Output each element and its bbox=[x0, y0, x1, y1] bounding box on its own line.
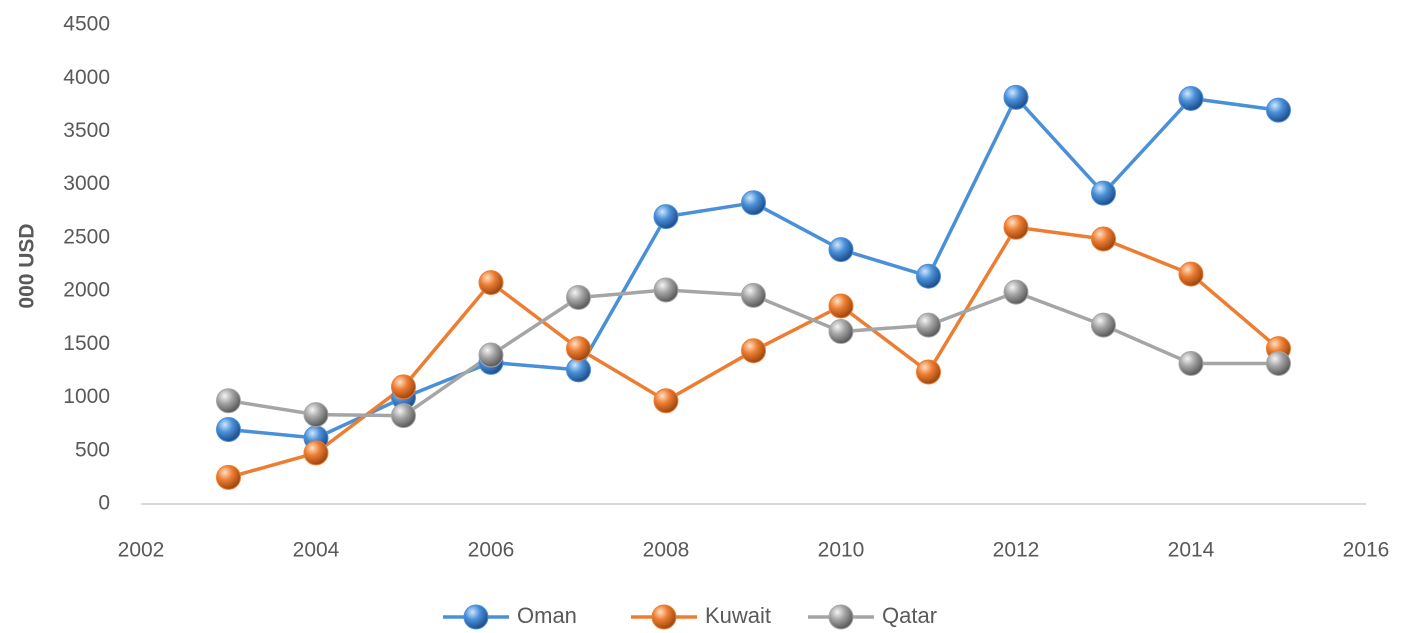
y-tick-label: 2000 bbox=[63, 279, 110, 302]
y-tick-label: 0 bbox=[98, 492, 110, 515]
data-point-oman bbox=[566, 357, 591, 383]
data-point-kuwait bbox=[1178, 261, 1204, 287]
data-point-kuwait bbox=[303, 440, 329, 466]
data-point-qatar bbox=[1091, 312, 1116, 338]
data-point-oman bbox=[828, 237, 854, 263]
data-point-qatar bbox=[828, 319, 854, 345]
data-point-kuwait bbox=[566, 336, 591, 362]
y-tick-label: 3500 bbox=[63, 119, 110, 142]
data-point-qatar bbox=[216, 388, 241, 414]
legend-label-qatar: Qatar bbox=[882, 603, 937, 628]
data-point-oman bbox=[1266, 97, 1291, 123]
y-tick-label: 2500 bbox=[63, 225, 110, 248]
data-point-qatar bbox=[478, 342, 504, 368]
data-point-kuwait bbox=[216, 464, 241, 490]
data-point-oman bbox=[741, 190, 766, 216]
legend-marker-oman bbox=[463, 604, 489, 630]
data-point-kuwait bbox=[741, 338, 766, 364]
data-point-kuwait bbox=[653, 388, 679, 414]
data-point-qatar bbox=[1003, 279, 1029, 305]
data-point-qatar bbox=[303, 402, 329, 428]
data-point-oman bbox=[1091, 180, 1116, 206]
data-point-qatar bbox=[566, 284, 591, 310]
y-tick-label: 500 bbox=[75, 438, 110, 461]
data-point-kuwait bbox=[1003, 214, 1029, 240]
data-point-qatar bbox=[1178, 350, 1204, 376]
y-tick-label: 1500 bbox=[63, 332, 110, 355]
data-point-oman bbox=[1178, 85, 1204, 111]
data-point-qatar bbox=[653, 277, 679, 303]
x-tick-label: 2016 bbox=[1343, 539, 1390, 562]
x-tick-label: 2010 bbox=[818, 539, 865, 562]
data-point-kuwait bbox=[478, 270, 504, 296]
data-point-kuwait bbox=[1091, 226, 1116, 252]
data-point-oman bbox=[216, 416, 241, 442]
data-point-qatar bbox=[741, 282, 766, 308]
legend-label-oman: Oman bbox=[517, 603, 577, 628]
y-tick-label: 1000 bbox=[63, 385, 110, 408]
data-point-kuwait bbox=[916, 359, 941, 385]
data-point-oman bbox=[916, 263, 941, 289]
x-tick-label: 2006 bbox=[468, 539, 515, 562]
x-tick-label: 2014 bbox=[1168, 539, 1215, 562]
y-axis-title: 000 USD bbox=[16, 223, 39, 308]
data-point-kuwait bbox=[391, 374, 416, 400]
data-point-oman bbox=[1003, 84, 1029, 110]
data-point-qatar bbox=[1266, 350, 1291, 376]
data-point-qatar bbox=[391, 403, 416, 429]
legend: Oman Kuwait Qatar bbox=[443, 603, 937, 630]
legend-marker-kuwait bbox=[651, 604, 677, 630]
x-tick-label: 2008 bbox=[643, 539, 690, 562]
data-point-oman bbox=[653, 204, 679, 230]
legend-label-kuwait: Kuwait bbox=[705, 603, 771, 628]
x-tick-label: 2002 bbox=[118, 539, 165, 562]
data-point-kuwait bbox=[828, 293, 854, 319]
x-tick-label: 2012 bbox=[993, 539, 1040, 562]
data-point-qatar bbox=[916, 312, 941, 338]
y-tick-label: 4500 bbox=[63, 13, 110, 36]
x-tick-label: 2004 bbox=[293, 539, 340, 562]
y-tick-label: 4000 bbox=[63, 66, 110, 89]
y-tick-label: 3000 bbox=[63, 172, 110, 195]
legend-marker-qatar bbox=[828, 604, 854, 630]
series-line-oman bbox=[228, 95, 1279, 440]
